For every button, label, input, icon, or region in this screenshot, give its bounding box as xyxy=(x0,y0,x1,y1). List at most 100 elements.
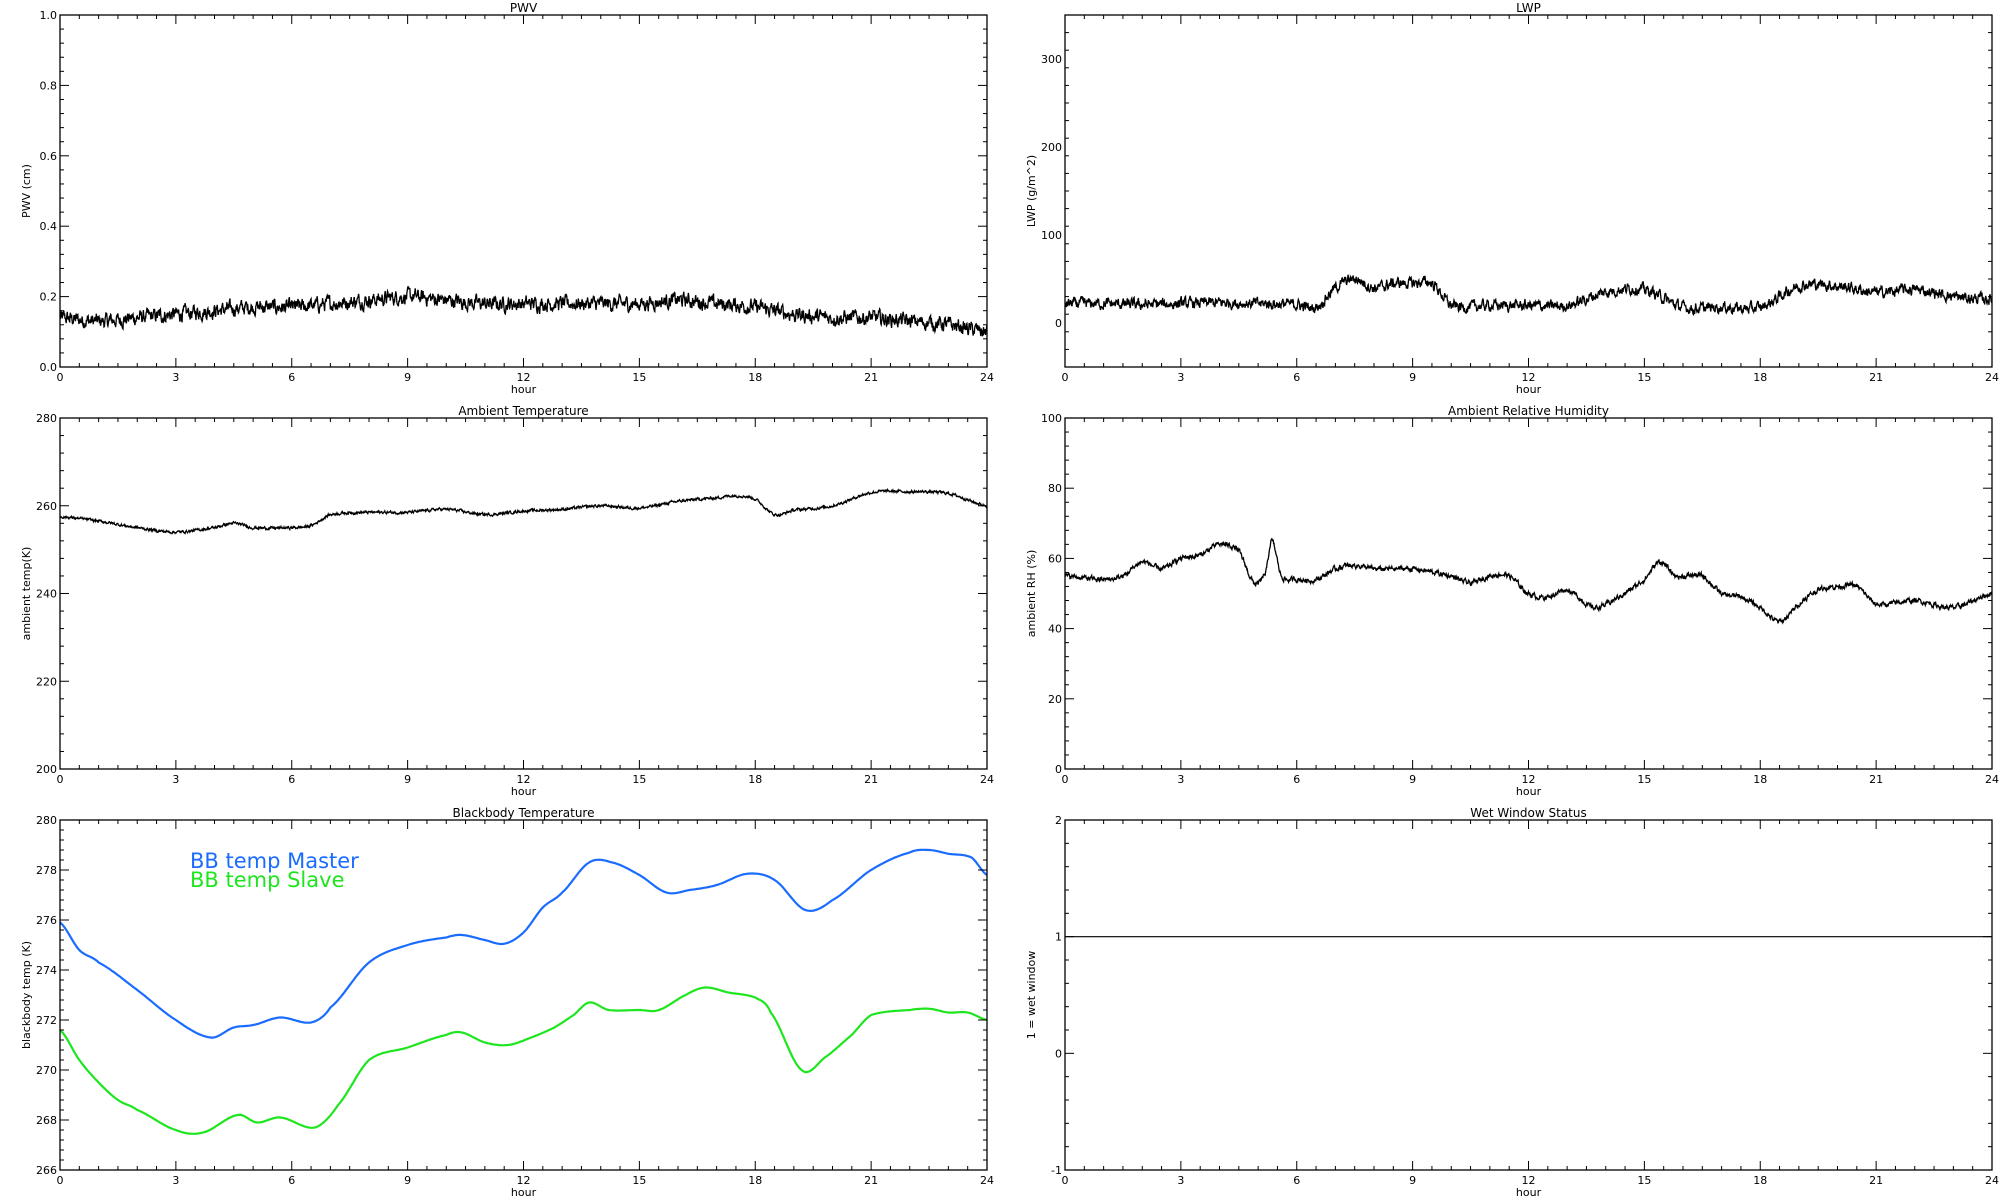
x-tick-label: 0 xyxy=(57,1174,64,1187)
x-tick-label: 18 xyxy=(748,773,762,786)
chart-3: 0 3 6 9 12 15 18 21 24 0 20 40 60 80 100 Ambient Relati… xyxy=(1025,404,1999,798)
series-line-ambient-rh xyxy=(1064,538,1993,625)
x-tick-label: 3 xyxy=(172,371,179,384)
series-line-bb-temp-slave xyxy=(59,986,988,1135)
x-tick-label: 3 xyxy=(1177,773,1184,786)
y-axis-label: ambient temp(K) xyxy=(20,547,33,641)
y-tick-label: 0 xyxy=(1055,317,1062,330)
x-tick-label: 15 xyxy=(1637,371,1651,384)
y-tick-label: 100 xyxy=(1041,229,1062,242)
y-tick-label: 272 xyxy=(36,1014,57,1027)
x-tick-label: 18 xyxy=(748,1174,762,1187)
x-tick-label: 12 xyxy=(1522,1174,1536,1187)
x-tick-label: 12 xyxy=(517,371,531,384)
y-tick-label: 280 xyxy=(36,412,57,425)
x-tick-label: 9 xyxy=(1409,773,1416,786)
y-tick-label: 100 xyxy=(1041,412,1062,425)
y-tick-label: 300 xyxy=(1041,53,1062,66)
x-tick-label: 0 xyxy=(57,773,64,786)
x-tick-label: 15 xyxy=(1637,773,1651,786)
x-tick-label: 18 xyxy=(1753,1174,1767,1187)
x-axis-label: hour xyxy=(1516,785,1542,798)
chart-title: Ambient Temperature xyxy=(458,404,588,418)
y-tick-label: 268 xyxy=(36,1114,57,1127)
y-tick-label: 0 xyxy=(1055,763,1062,776)
y-tick-label: 0.8 xyxy=(40,79,58,92)
x-tick-label: 24 xyxy=(1985,1174,1999,1187)
x-tick-label: 3 xyxy=(172,1174,179,1187)
x-tick-label: 24 xyxy=(1985,773,1999,786)
x-tick-label: 18 xyxy=(1753,371,1767,384)
x-axis-label: hour xyxy=(511,1186,537,1199)
x-tick-label: 15 xyxy=(632,773,646,786)
x-tick-label: 9 xyxy=(1409,371,1416,384)
y-tick-label: 220 xyxy=(36,675,57,688)
x-tick-label: 6 xyxy=(1293,371,1300,384)
y-axis-label: ambient RH (%) xyxy=(1025,550,1038,638)
y-tick-label: 278 xyxy=(36,864,57,877)
x-tick-label: 12 xyxy=(1522,371,1536,384)
chart-title: Ambient Relative Humidity xyxy=(1448,404,1609,418)
x-tick-label: 15 xyxy=(1637,1174,1651,1187)
x-tick-label: 0 xyxy=(57,371,64,384)
chart-0: 0 3 6 9 12 15 18 21 24 0.0 0.2 0.4 0.6 0.8 1.0 PWV hour P… xyxy=(20,1,994,396)
y-tick-label: -1 xyxy=(1051,1164,1062,1177)
x-tick-label: 24 xyxy=(1985,371,1999,384)
y-tick-label: 1.0 xyxy=(40,9,58,22)
x-tick-label: 21 xyxy=(1869,773,1883,786)
y-tick-label: 2 xyxy=(1055,814,1062,827)
x-tick-label: 6 xyxy=(288,1174,295,1187)
x-tick-label: 21 xyxy=(864,371,878,384)
x-tick-label: 12 xyxy=(517,1174,531,1187)
x-tick-label: 0 xyxy=(1062,773,1069,786)
x-tick-label: 18 xyxy=(1753,773,1767,786)
chart-title: Wet Window Status xyxy=(1470,806,1586,820)
x-tick-label: 3 xyxy=(1177,371,1184,384)
y-axis-label: blackbody temp (K) xyxy=(20,941,33,1049)
y-tick-label: 274 xyxy=(36,964,57,977)
x-tick-label: 18 xyxy=(748,371,762,384)
x-tick-label: 9 xyxy=(404,773,411,786)
x-tick-label: 21 xyxy=(1869,1174,1883,1187)
y-tick-label: 240 xyxy=(36,588,57,601)
x-tick-label: 21 xyxy=(864,773,878,786)
x-axis-label: hour xyxy=(511,383,537,396)
y-tick-label: 60 xyxy=(1048,552,1062,565)
chart-title: Blackbody Temperature xyxy=(453,806,595,820)
y-tick-label: 276 xyxy=(36,914,57,927)
x-tick-label: 12 xyxy=(1522,773,1536,786)
y-tick-label: 0.4 xyxy=(40,220,58,233)
x-tick-label: 6 xyxy=(1293,1174,1300,1187)
x-tick-label: 12 xyxy=(517,773,531,786)
y-tick-label: 280 xyxy=(36,814,57,827)
y-tick-label: 200 xyxy=(1041,141,1062,154)
y-tick-label: 40 xyxy=(1048,623,1062,636)
y-axis-label: 1 = wet window xyxy=(1025,951,1038,1040)
x-tick-label: 6 xyxy=(288,371,295,384)
y-tick-label: 0 xyxy=(1055,1047,1062,1060)
x-tick-label: 6 xyxy=(288,773,295,786)
chart-4: 0 3 6 9 12 15 18 21 24 266 268 270 272 274 276 278 280 Bl… xyxy=(20,806,994,1199)
y-axis-label: PWV (cm) xyxy=(20,164,33,218)
chart-title: LWP xyxy=(1516,1,1541,15)
x-tick-label: 0 xyxy=(1062,371,1069,384)
legend-entry: BB temp Master xyxy=(190,849,359,873)
chart-title: PWV xyxy=(510,1,538,15)
x-axis-label: hour xyxy=(1516,383,1542,396)
x-tick-label: 24 xyxy=(980,1174,994,1187)
x-tick-label: 6 xyxy=(1293,773,1300,786)
legend-entry: BB temp Slave xyxy=(190,868,345,892)
x-tick-label: 24 xyxy=(980,371,994,384)
y-tick-label: 20 xyxy=(1048,693,1062,706)
x-axis-label: hour xyxy=(1516,1186,1542,1199)
x-tick-label: 3 xyxy=(1177,1174,1184,1187)
y-tick-label: 0.6 xyxy=(40,150,58,163)
y-tick-label: 266 xyxy=(36,1164,57,1177)
series-line-bb-temp-master xyxy=(59,848,988,1039)
series-line-pwv xyxy=(59,285,988,337)
plot-frame xyxy=(59,417,988,770)
plot-frame xyxy=(1064,819,1993,1171)
y-tick-label: 1 xyxy=(1055,931,1062,944)
